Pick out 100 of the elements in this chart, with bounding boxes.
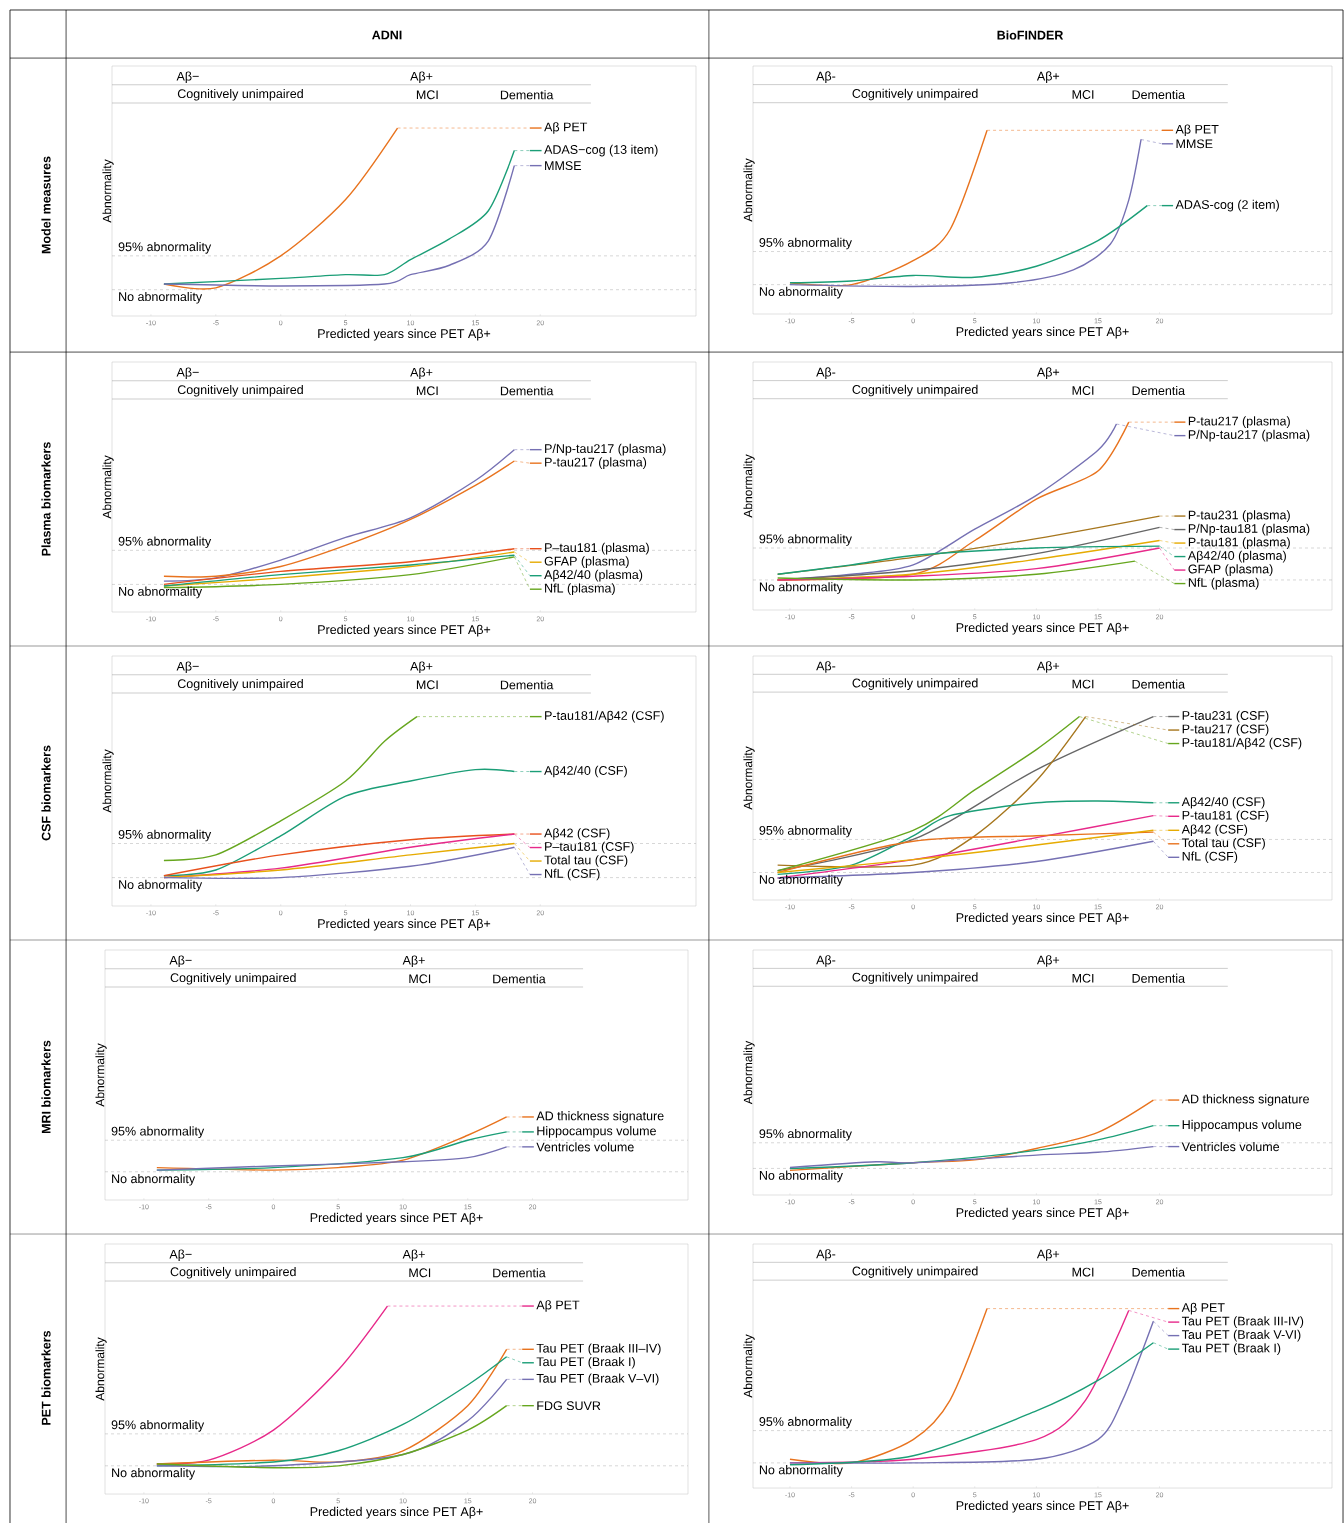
y-axis-title: Abnormality — [102, 749, 114, 813]
x-axis-title: Predicted years since PET Aβ+ — [956, 622, 1129, 635]
text: Dementia — [1132, 385, 1186, 396]
text: Aβ+ — [402, 955, 425, 968]
legend-label: GFAP (plasma) — [544, 556, 629, 569]
text: Dementia — [1132, 89, 1186, 100]
text: MCI — [1072, 90, 1094, 99]
text: Aβ− — [169, 1249, 192, 1262]
text: Cognitively unimpaired — [170, 972, 296, 985]
x-axis-title: Predicted years since PET Aβ+ — [956, 912, 1129, 925]
legend-label: ADAS-cog (2 item) — [1175, 199, 1279, 212]
text: Cognitively unimpaired — [852, 384, 978, 397]
text: Aβ+ — [410, 367, 433, 380]
legend-label: Tau PET (Braak V–VI) — [536, 1373, 659, 1386]
legend-label: NfL (plasma) — [1188, 577, 1259, 590]
text: Dementia — [500, 90, 554, 100]
text: Aβ- — [816, 71, 836, 83]
text: Aβ− — [176, 367, 199, 380]
text: MCI — [416, 680, 438, 690]
text: Cognitively unimpaired — [170, 1266, 296, 1279]
x-axis-title: Predicted years since PET Aβ+ — [318, 624, 491, 637]
text: CSF biomarkers — [41, 745, 51, 841]
legend-label: MMSE — [545, 161, 582, 171]
text: MCI — [1072, 386, 1094, 395]
legend-label: Total tau (CSF) — [1181, 837, 1265, 850]
text: Model measures — [41, 156, 51, 254]
text: Cognitively unimpaired — [852, 972, 978, 985]
legend-label: P-tau217 (plasma) — [1188, 416, 1290, 428]
text: Aβ+ — [1036, 367, 1060, 379]
chart-title: BioFINDER — [997, 30, 1064, 40]
text: MCI — [1072, 973, 1094, 983]
text: Aβ- — [816, 661, 836, 673]
ref-line-label: No abnormality — [112, 1173, 196, 1186]
legend-label: P/Np-tau181 (plasma) — [1188, 523, 1310, 536]
ref-line-label: 95% abnormality — [759, 237, 852, 250]
legend-label: FDG SUVR — [537, 1401, 601, 1411]
y-axis-title: Abnormality — [743, 158, 755, 222]
y-axis-title: Abnormality — [743, 1040, 755, 1105]
ref-line-label: No abnormality — [759, 1465, 843, 1477]
x-axis-title: Predicted years since PET Aβ+ — [318, 328, 491, 341]
y-axis-title: Abnormality — [95, 1043, 107, 1107]
legend-label: NfL (plasma) — [545, 583, 615, 596]
legend-label: P-tau181 (plasma) — [1188, 537, 1290, 549]
text: Plasma biomarkers — [41, 442, 51, 556]
text: MCI — [1072, 679, 1094, 689]
legend-label: P/Np-tau217 (plasma) — [545, 443, 666, 456]
text: Aβ+ — [410, 661, 433, 674]
ref-line-label: 95% abnormality — [118, 536, 212, 549]
text: Aβ+ — [1036, 1249, 1060, 1261]
ref-line-label: No abnormality — [759, 582, 843, 594]
text: Cognitively unimpaired — [852, 678, 978, 690]
x-axis-title: Predicted years since PET Aβ+ — [310, 1212, 483, 1225]
legend-label: Tau PET (Braak V-VI) — [1181, 1329, 1301, 1342]
text: Dementia — [1132, 1267, 1186, 1277]
legend-label: Tau PET (Braak III–IV) — [536, 1343, 661, 1356]
legend-label: Aβ42/40 (plasma) — [1187, 550, 1286, 563]
text: MCI — [409, 1268, 431, 1278]
legend-label: MMSE — [1176, 139, 1213, 149]
text: MRI biomarkers — [41, 1040, 51, 1134]
text: Aβ+ — [1036, 71, 1060, 83]
legend-label: Aβ PET — [536, 1300, 580, 1312]
x-axis-title: Predicted years since PET Aβ+ — [956, 1207, 1129, 1220]
y-axis-title: Abnormality — [95, 1337, 107, 1401]
text: Dementia — [500, 680, 554, 690]
text: Dementia — [1132, 973, 1186, 983]
text: Aβ+ — [1036, 955, 1060, 967]
text: Aβ+ — [410, 71, 433, 84]
ref-line-label: 95% abnormality — [759, 825, 852, 838]
ref-line-label: 95% abnormality — [111, 1420, 205, 1432]
text: MCI — [416, 90, 438, 100]
legend-label: Aβ42/40 (plasma) — [544, 569, 643, 582]
legend-label: Aβ42 (CSF) — [1181, 824, 1248, 837]
legend-label: Tau PET (Braak III-IV) — [1181, 1316, 1304, 1328]
ref-line-label: No abnormality — [759, 1170, 843, 1183]
ref-line-label: No abnormality — [119, 586, 203, 599]
ref-line-label: No abnormality — [119, 879, 203, 892]
legend-label: P-tau181/Aβ42 (CSF) — [1182, 737, 1302, 750]
legend-label: Aβ42/40 (CSF) — [1181, 796, 1265, 809]
legend-label: P/Np-tau217 (plasma) — [1188, 429, 1310, 442]
legend-label: P-tau231 (plasma) — [1188, 510, 1290, 522]
legend-label: P–tau181 (plasma) — [545, 542, 649, 555]
legend-label: AD thickness signature — [536, 1111, 664, 1123]
text: Dementia — [500, 386, 554, 396]
legend-label: Aβ42/40 (CSF) — [544, 765, 627, 778]
text: Dementia — [493, 1268, 546, 1278]
legend-label: Aβ PET — [1181, 1302, 1225, 1315]
legend-label: Aβ PET — [1175, 124, 1219, 137]
text: Cognitively unimpaired — [852, 88, 978, 101]
legend-label: AD thickness signature — [1181, 1094, 1309, 1106]
legend-label: P-tau181 (CSF) — [1182, 810, 1269, 823]
text: MCI — [416, 386, 438, 396]
ref-line-label: No abnormality — [759, 874, 843, 887]
text: Aβ- — [816, 955, 836, 967]
text: Aβ− — [169, 955, 192, 968]
text: Dementia — [493, 974, 546, 984]
x-axis-title: Predicted years since PET Aβ+ — [318, 918, 491, 931]
chart-title: ADNI — [372, 30, 402, 40]
text: Cognitively unimpaired — [177, 88, 303, 101]
text: Cognitively unimpaired — [177, 384, 303, 397]
legend-label: P-tau231 (CSF) — [1182, 710, 1269, 723]
